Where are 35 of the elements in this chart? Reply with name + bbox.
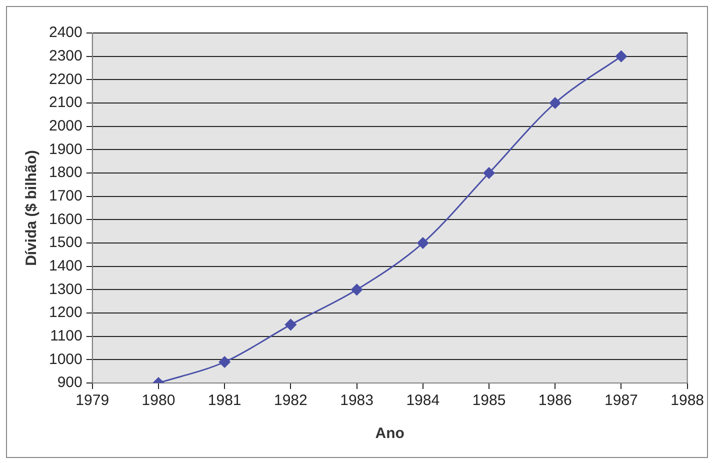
- x-tick-label: 1987: [604, 392, 638, 410]
- y-tick-label: 1900: [48, 140, 82, 158]
- y-tick-label: 2000: [48, 117, 82, 134]
- x-tick-label: 1982: [274, 392, 308, 410]
- x-tick-label: 1984: [406, 392, 440, 410]
- y-tick-label: 1100: [50, 327, 82, 344]
- x-tick-label: 1985: [472, 392, 506, 410]
- x-tick-label: 1981: [208, 392, 242, 410]
- y-tick-label: 1800: [48, 164, 82, 182]
- x-tick-label: 1986: [538, 392, 572, 410]
- point: [218, 356, 230, 368]
- y-tick-label: 2300: [48, 47, 82, 64]
- y-tick-label: 2200: [48, 70, 82, 88]
- point: [615, 50, 627, 62]
- y-tick-label: 1600: [48, 210, 82, 228]
- point: [351, 284, 363, 296]
- x-tick-label: 1983: [340, 392, 374, 410]
- x-tick-label: 1980: [142, 392, 176, 410]
- x-tick-label: 1988: [670, 392, 704, 410]
- y-tick-label: 1500: [48, 234, 82, 252]
- y-axis-title: Dívida ($ bilhão): [23, 150, 40, 266]
- y-tick-label: 1200: [48, 304, 82, 322]
- point: [284, 318, 296, 330]
- point: [549, 97, 561, 109]
- y-tick-label: 1300: [48, 280, 82, 298]
- y-tick-label: 2100: [48, 94, 82, 112]
- y-tick-label: 1000: [48, 350, 82, 368]
- point: [483, 167, 495, 179]
- point: [417, 237, 429, 249]
- y-tick-label: 1700: [48, 187, 82, 204]
- x-tick-label: 1979: [76, 392, 110, 410]
- y-tick-label: 2400: [48, 24, 82, 42]
- x-axis-title: Ano: [375, 425, 404, 442]
- y-tick-label: 900: [57, 374, 82, 392]
- y-tick-label: 1400: [48, 257, 82, 274]
